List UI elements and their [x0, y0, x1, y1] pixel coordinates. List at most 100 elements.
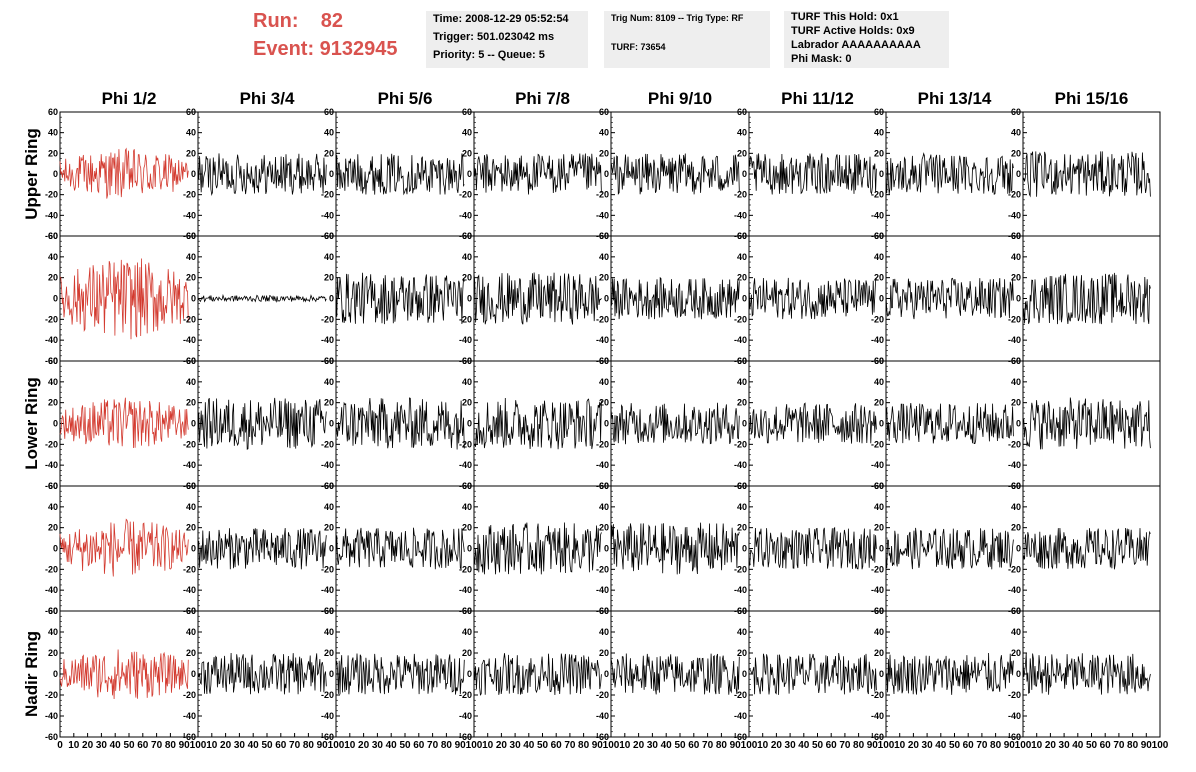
- x-tick-label: 20: [358, 740, 370, 751]
- y-tick-label: 20: [1011, 273, 1021, 283]
- x-tick-label: 20: [633, 740, 645, 751]
- y-tick-label: 40: [462, 502, 472, 512]
- x-tick-label: 70: [702, 740, 714, 751]
- y-tick-label: 60: [874, 231, 884, 241]
- y-tick-label: 40: [1011, 502, 1021, 512]
- y-tick-label: -20: [459, 439, 472, 449]
- y-tick-label: 0: [191, 419, 196, 429]
- y-tick-label: 40: [737, 502, 747, 512]
- y-tick-label: 60: [599, 481, 609, 491]
- y-tick-label: -20: [596, 564, 609, 574]
- x-tick-label: 80: [578, 740, 590, 751]
- x-tick-label: 20: [1045, 740, 1057, 751]
- y-tick-label: 60: [48, 606, 58, 616]
- waveform-trace: [59, 147, 189, 199]
- y-tick-label: 40: [462, 377, 472, 387]
- y-tick-label: -20: [183, 690, 196, 700]
- x-tick-label: 30: [234, 740, 246, 751]
- y-tick-label: -40: [1008, 335, 1021, 345]
- y-tick-label: 20: [186, 398, 196, 408]
- column-header: Phi 9/10: [648, 89, 712, 108]
- y-tick-label: -60: [45, 356, 58, 366]
- y-tick-label: 20: [324, 398, 334, 408]
- x-tick-label: 80: [853, 740, 865, 751]
- y-tick-label: 40: [48, 377, 58, 387]
- y-tick-label: -20: [183, 439, 196, 449]
- y-tick-label: 0: [604, 544, 609, 554]
- x-tick-label: 50: [1086, 740, 1098, 751]
- y-tick-label: 40: [186, 377, 196, 387]
- y-tick-label: 0: [53, 294, 58, 304]
- y-tick-label: 0: [1016, 544, 1021, 554]
- y-tick-label: 0: [467, 419, 472, 429]
- y-tick-label: -20: [734, 564, 747, 574]
- y-tick-label: -40: [321, 335, 334, 345]
- x-tick-label: 80: [716, 740, 728, 751]
- x-tick-label: 100: [1152, 740, 1169, 751]
- waveform-trace: [335, 527, 465, 570]
- y-tick-label: 60: [462, 481, 472, 491]
- y-tick-label: -20: [45, 564, 58, 574]
- waveform-trace: [197, 652, 327, 695]
- waveform-trace: [1022, 653, 1151, 695]
- y-tick-label: 40: [462, 128, 472, 138]
- y-tick-label: 40: [599, 252, 609, 262]
- y-tick-label: 0: [329, 544, 334, 554]
- y-tick-label: 20: [48, 648, 58, 658]
- waveform-trace: [748, 153, 877, 195]
- x-tick-label: 50: [399, 740, 411, 751]
- waveform-trace: [885, 652, 1014, 695]
- y-tick-label: -60: [321, 732, 334, 742]
- x-tick-label: 30: [96, 740, 108, 751]
- x-tick-label: 60: [551, 740, 563, 751]
- y-tick-label: -40: [45, 335, 58, 345]
- x-tick-label: 30: [922, 740, 934, 751]
- x-tick-label: 90: [1141, 740, 1153, 751]
- panel-frame: [885, 610, 1024, 738]
- y-tick-label: 20: [737, 648, 747, 658]
- y-tick-label: -40: [183, 711, 196, 721]
- column-header: Phi 15/16: [1055, 89, 1129, 108]
- y-tick-label: 0: [191, 294, 196, 304]
- y-tick-label: 0: [329, 419, 334, 429]
- trigger-text: Trigger: 501.023042 ms: [433, 31, 555, 43]
- x-tick-label: 20: [82, 740, 94, 751]
- x-tick-label: 0: [57, 740, 63, 751]
- y-tick-label: 20: [599, 148, 609, 158]
- y-tick-label: 40: [48, 128, 58, 138]
- waveform-trace: [748, 526, 877, 570]
- waveform-trace: [610, 276, 740, 320]
- y-tick-label: 0: [467, 544, 472, 554]
- y-tick-label: 40: [1011, 627, 1021, 637]
- y-tick-label: -40: [459, 585, 472, 595]
- waveform-trace: [59, 649, 189, 700]
- column-header: Phi 13/14: [918, 89, 992, 108]
- y-tick-label: 20: [48, 398, 58, 408]
- y-tick-label: -40: [596, 711, 609, 721]
- x-tick-label: 40: [523, 740, 535, 751]
- y-tick-label: 20: [1011, 523, 1021, 533]
- row-label: Upper Ring: [22, 128, 41, 220]
- y-tick-label: 20: [1011, 398, 1021, 408]
- y-tick-label: 40: [874, 627, 884, 637]
- y-tick-label: -40: [1008, 460, 1021, 470]
- priority-text: Priority: 5 -- Queue: 5: [433, 49, 545, 61]
- waveform-trace: [59, 397, 189, 449]
- y-tick-label: -40: [596, 210, 609, 220]
- y-tick-label: -20: [1008, 439, 1021, 449]
- y-tick-label: 60: [737, 481, 747, 491]
- x-tick-label: 50: [123, 740, 135, 751]
- y-tick-label: 0: [1016, 419, 1021, 429]
- x-tick-label: 90: [179, 740, 191, 751]
- y-tick-label: -20: [321, 314, 334, 324]
- y-tick-label: 20: [874, 398, 884, 408]
- y-tick-label: 60: [48, 481, 58, 491]
- waveform-trace: [335, 397, 465, 450]
- y-tick-label: -40: [45, 460, 58, 470]
- y-tick-label: 0: [879, 669, 884, 679]
- y-tick-label: 0: [191, 544, 196, 554]
- x-tick-label: 10: [894, 740, 906, 751]
- x-tick-label: 50: [674, 740, 686, 751]
- y-tick-label: 40: [599, 377, 609, 387]
- x-tick-label: 10: [68, 740, 80, 751]
